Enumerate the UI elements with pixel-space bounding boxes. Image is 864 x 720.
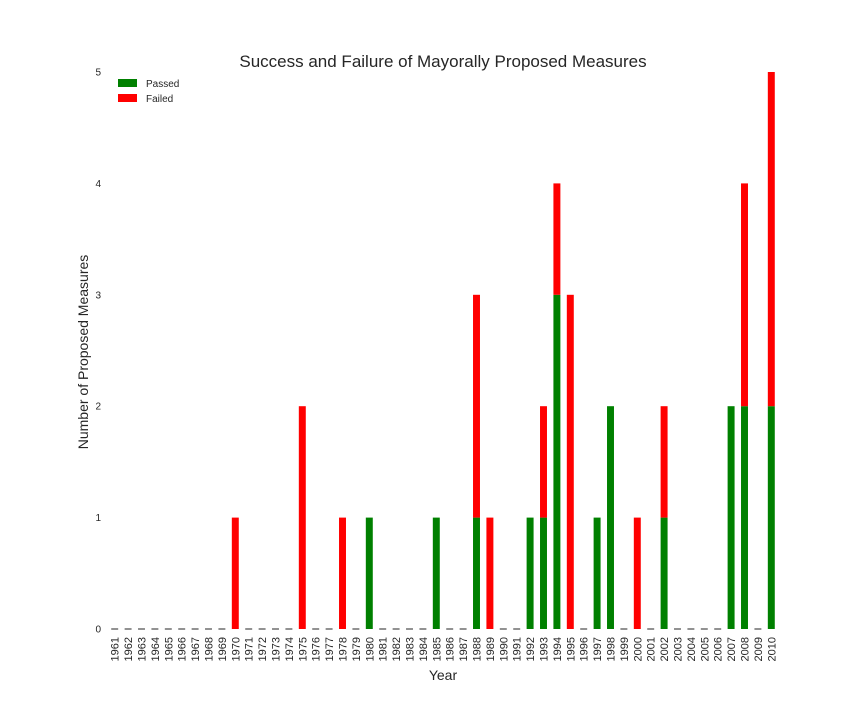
x-tick-label: 1977 bbox=[324, 637, 336, 661]
x-tick-label: 1997 bbox=[592, 637, 604, 661]
legend-label-passed: Passed bbox=[146, 79, 179, 90]
x-tick-label: 1973 bbox=[271, 637, 283, 661]
bar-passed-1998 bbox=[607, 406, 614, 629]
x-tick-label: 1988 bbox=[472, 637, 484, 661]
x-tick-label: 1974 bbox=[284, 637, 296, 661]
x-tick-label: 1992 bbox=[525, 637, 537, 661]
x-tick-label: 1975 bbox=[297, 637, 309, 661]
x-tick-label: 2001 bbox=[646, 637, 658, 661]
y-tick-label: 0 bbox=[95, 625, 101, 636]
y-tick-label: 3 bbox=[95, 290, 101, 301]
bar-failed-1994 bbox=[553, 183, 561, 295]
x-tick-label: 1981 bbox=[378, 637, 390, 661]
bar-passed-1994 bbox=[553, 294, 561, 629]
legend-swatch-passed bbox=[118, 79, 137, 87]
x-tick-label: 1986 bbox=[445, 637, 457, 661]
y-axis-label: Number of Proposed Measures bbox=[75, 255, 91, 450]
x-tick-label: 2009 bbox=[753, 637, 765, 661]
legend: Passed Failed bbox=[118, 79, 179, 105]
x-tick-label: 1994 bbox=[552, 637, 564, 661]
x-tick-label: 1963 bbox=[137, 637, 149, 661]
bar-failed-1978 bbox=[339, 517, 346, 629]
x-tick-label: 2010 bbox=[766, 637, 778, 661]
x-tick-label: 2004 bbox=[686, 637, 698, 661]
y-tick-label: 5 bbox=[95, 68, 101, 79]
bar-failed-1995 bbox=[566, 294, 574, 629]
x-tick-label: 2002 bbox=[659, 637, 671, 661]
bar-passed-2007 bbox=[727, 406, 735, 629]
bar-passed-1997 bbox=[593, 517, 601, 629]
x-tick-label: 2008 bbox=[740, 637, 752, 661]
legend-label-failed: Failed bbox=[146, 94, 173, 105]
bar-failed-1975 bbox=[298, 406, 306, 629]
x-tick-label: 1962 bbox=[123, 637, 135, 661]
x-tick-label: 1991 bbox=[512, 637, 524, 661]
x-tick-label: 1979 bbox=[351, 637, 363, 661]
bar-passed-1992 bbox=[526, 517, 534, 629]
x-tick-label: 1966 bbox=[177, 637, 189, 661]
x-tick-label: 1968 bbox=[204, 637, 216, 661]
x-tick-label: 1984 bbox=[418, 637, 430, 661]
bar-failed-1988 bbox=[473, 294, 480, 518]
x-tick-label: 1983 bbox=[405, 637, 417, 661]
x-tick-label: 1978 bbox=[338, 637, 350, 661]
x-axis-label: Year bbox=[429, 667, 458, 683]
bar-failed-1970 bbox=[231, 517, 239, 629]
x-tick-label: 2003 bbox=[673, 637, 685, 661]
x-tick-labels: 1961 1962 1963 1964 1965 1966 1967 1968 1969 1970… bbox=[110, 637, 779, 661]
bar-failed-1993 bbox=[540, 406, 547, 518]
x-tick-label: 1971 bbox=[244, 637, 256, 661]
x-tick-label: 1969 bbox=[217, 637, 229, 661]
bar-failed-2008 bbox=[741, 183, 748, 407]
y-tick-label: 1 bbox=[95, 513, 101, 524]
chart-title: Success and Failure of Mayorally Propose… bbox=[239, 52, 646, 71]
legend-swatch-failed bbox=[118, 94, 137, 102]
x-tick-label: 1998 bbox=[606, 637, 618, 661]
bar-failed-2000 bbox=[633, 517, 641, 629]
x-tick-label: 1967 bbox=[190, 637, 202, 661]
bar-passed-1985 bbox=[432, 517, 440, 629]
y-tick-labels: 0 1 2 3 4 5 bbox=[95, 68, 101, 636]
x-tick-label: 1996 bbox=[579, 637, 591, 661]
x-tick-label: 1961 bbox=[110, 637, 122, 661]
x-tick-label: 1980 bbox=[364, 637, 376, 661]
y-tick-label: 4 bbox=[95, 179, 101, 190]
bar-passed-2010 bbox=[767, 406, 775, 629]
x-tick-label: 1976 bbox=[311, 637, 323, 661]
x-tick-label: 1999 bbox=[619, 637, 631, 661]
x-tick-label: 1970 bbox=[230, 637, 242, 661]
x-tick-label: 1965 bbox=[163, 637, 175, 661]
bars-group bbox=[111, 72, 775, 630]
bar-passed-2008 bbox=[741, 406, 748, 629]
bar-passed-1988 bbox=[473, 517, 480, 629]
x-tick-label: 1987 bbox=[458, 637, 470, 661]
bar-failed-2002 bbox=[660, 406, 668, 518]
x-tick-label: 1995 bbox=[565, 637, 577, 661]
x-tick-label: 1964 bbox=[150, 637, 162, 661]
x-tick-label: 1972 bbox=[257, 637, 269, 661]
x-tick-label: 2000 bbox=[632, 637, 644, 661]
x-tick-label: 1982 bbox=[391, 637, 403, 661]
x-tick-label: 2005 bbox=[699, 637, 711, 661]
x-tick-label: 1993 bbox=[539, 637, 551, 661]
bar-passed-1993 bbox=[540, 517, 547, 629]
bar-failed-2010 bbox=[767, 72, 775, 407]
bar-passed-2002 bbox=[660, 517, 668, 629]
x-tick-label: 2007 bbox=[726, 637, 738, 661]
x-tick-label: 1989 bbox=[485, 637, 497, 661]
y-tick-label: 2 bbox=[95, 402, 101, 413]
x-tick-label: 1990 bbox=[498, 637, 510, 661]
bar-failed-1989 bbox=[486, 517, 494, 629]
bar-passed-1980 bbox=[365, 517, 373, 629]
x-tick-label: 1985 bbox=[431, 637, 443, 661]
x-tick-label: 2006 bbox=[713, 637, 725, 661]
